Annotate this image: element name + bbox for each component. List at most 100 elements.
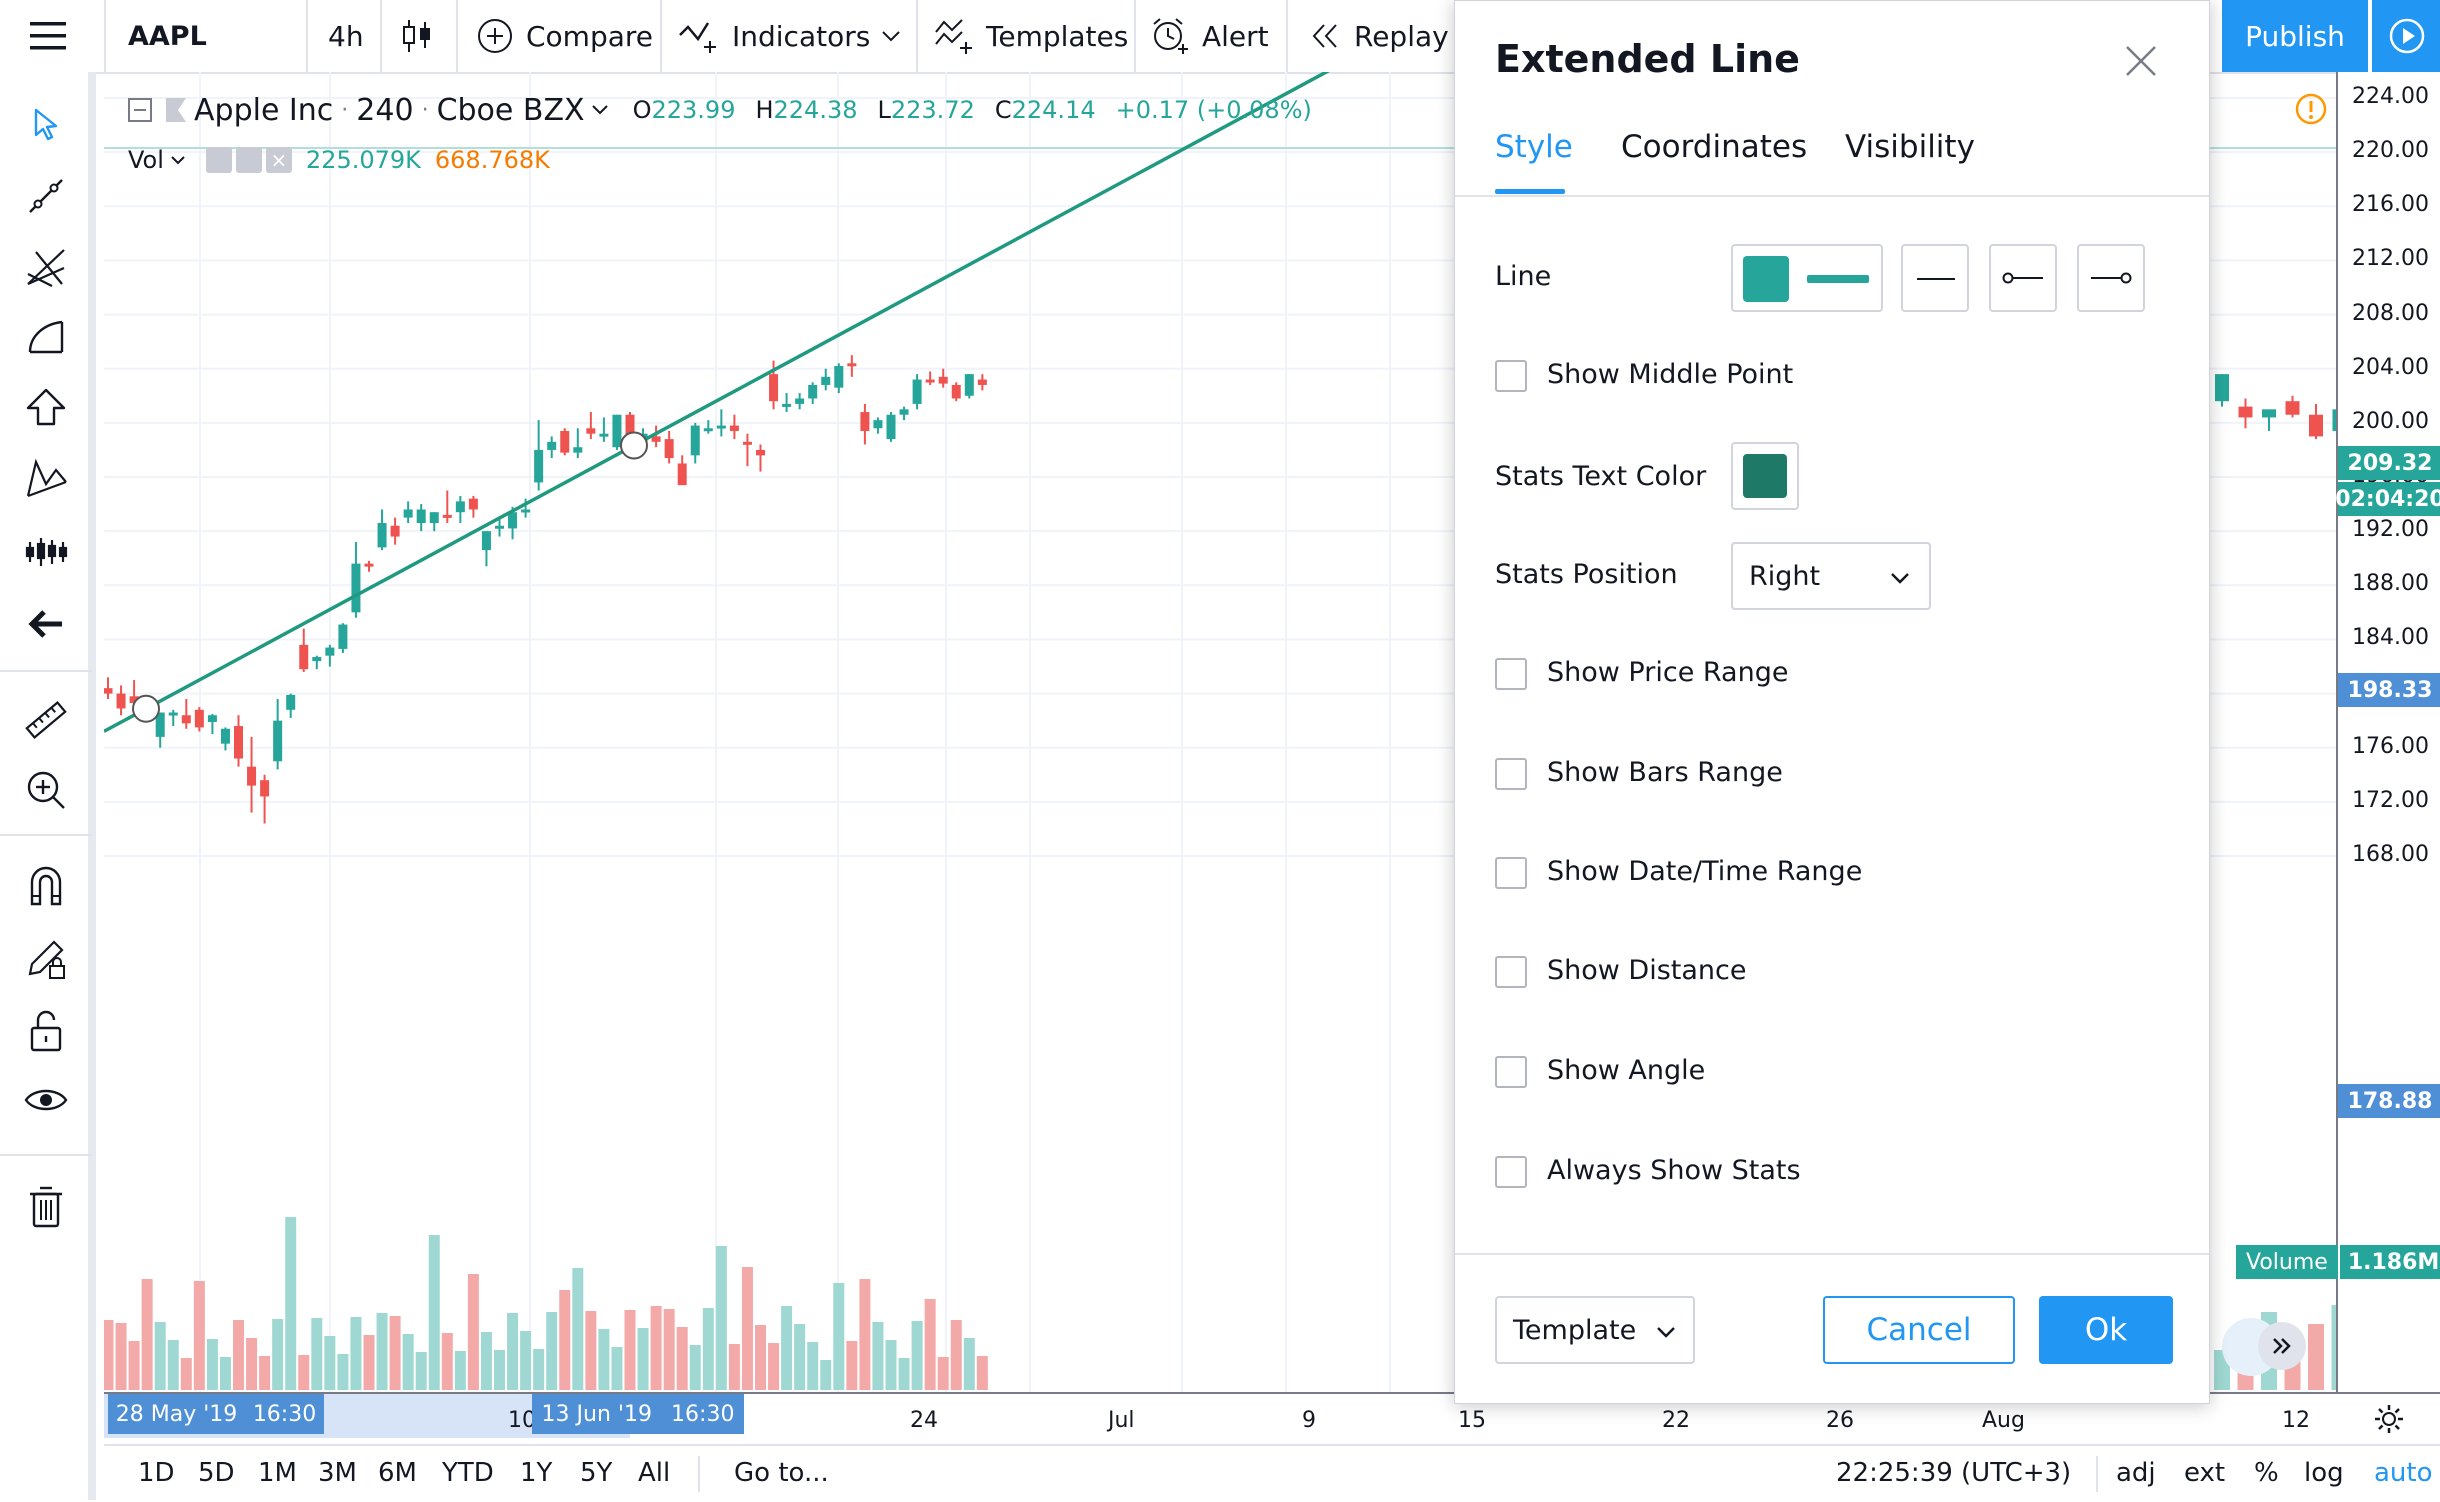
pattern-icon[interactable] xyxy=(22,454,70,502)
zoom-in-icon[interactable] xyxy=(22,766,70,814)
tab-style[interactable]: Style xyxy=(1495,129,1573,165)
range-1d[interactable]: 1D xyxy=(138,1458,175,1488)
legend-high-label: H xyxy=(755,96,774,124)
range-3m[interactable]: 3M xyxy=(318,1458,357,1488)
close-icon[interactable] xyxy=(2123,43,2159,79)
auto-toggle[interactable]: auto xyxy=(2374,1458,2433,1488)
show-distance-label[interactable]: Show Distance xyxy=(1547,955,1747,986)
show-price-range-label[interactable]: Show Price Range xyxy=(1547,657,1789,688)
tab-visibility[interactable]: Visibility xyxy=(1845,129,1975,165)
price-axis[interactable]: 224.00 220.00 216.00 212.00 208.00 204.00 200.… xyxy=(2335,72,2440,1392)
gear-icon[interactable] xyxy=(235,147,262,173)
volume-bar xyxy=(924,1299,936,1390)
gear-icon[interactable] xyxy=(2372,1402,2406,1436)
show-angle-checkbox[interactable] xyxy=(1495,1056,1527,1088)
eye-icon[interactable] xyxy=(22,1076,70,1124)
show-datetime-range-label[interactable]: Show Date/Time Range xyxy=(1547,856,1863,887)
candle-body xyxy=(547,441,557,450)
tag2-time: 16:30 xyxy=(671,1401,735,1427)
candle-body xyxy=(325,647,335,656)
ext-toggle[interactable]: ext xyxy=(2184,1458,2226,1488)
show-middle-point-checkbox[interactable] xyxy=(1495,360,1527,392)
range-1y[interactable]: 1Y xyxy=(520,1458,553,1488)
adj-toggle[interactable]: adj xyxy=(2116,1458,2156,1488)
goto-button[interactable]: Go to... xyxy=(734,1458,829,1488)
cancel-button[interactable]: Cancel xyxy=(1823,1296,2015,1364)
scroll-forward-button[interactable] xyxy=(2258,1322,2306,1370)
log-toggle[interactable]: log xyxy=(2304,1458,2344,1488)
replay-button[interactable]: Replay xyxy=(1308,0,1449,72)
time-axis[interactable]: 10 24 Jul 9 15 22 26 Aug 12 28 May '19 16… xyxy=(104,1392,2440,1446)
templates-icon xyxy=(935,19,972,54)
compare-button[interactable]: Compare xyxy=(476,0,653,72)
show-price-range-checkbox[interactable] xyxy=(1495,658,1527,690)
close-icon[interactable]: × xyxy=(265,147,292,173)
trendline-time-tag-1: 28 May '19 16:30 xyxy=(108,1394,324,1434)
volume-bar xyxy=(311,1318,323,1390)
left-end-button[interactable] xyxy=(1989,244,2057,312)
right-end-button[interactable] xyxy=(2077,244,2145,312)
line-color-style-button[interactable] xyxy=(1731,244,1883,312)
show-datetime-range-checkbox[interactable] xyxy=(1495,857,1527,889)
range-ytd[interactable]: YTD xyxy=(442,1458,494,1488)
indicators-button[interactable]: Indicators xyxy=(678,0,870,72)
unlock-icon[interactable] xyxy=(22,1006,70,1054)
always-show-stats-checkbox[interactable] xyxy=(1495,1156,1527,1188)
magnet-icon[interactable] xyxy=(22,862,70,910)
always-show-stats-label[interactable]: Always Show Stats xyxy=(1547,1155,1801,1186)
gann-fib-icon[interactable] xyxy=(22,244,70,292)
volume-bar xyxy=(259,1356,271,1390)
arrow-up-icon[interactable] xyxy=(22,384,70,432)
ok-button[interactable]: Ok xyxy=(2039,1296,2173,1364)
clock[interactable]: 22:25:39 (UTC+3) xyxy=(1836,1458,2072,1488)
chart-type-button[interactable] xyxy=(400,0,434,72)
brush-icon[interactable] xyxy=(22,314,70,362)
menu-icon[interactable] xyxy=(0,0,96,72)
trendline-time-tag-2: 13 Jun '19 16:30 xyxy=(532,1394,744,1434)
indicators-icon xyxy=(679,22,716,53)
last-price-tag: 209.32 xyxy=(2338,446,2440,480)
publish-label: Publish xyxy=(2245,19,2345,53)
show-angle-label[interactable]: Show Angle xyxy=(1547,1055,1706,1086)
tab-coordinates[interactable]: Coordinates xyxy=(1621,129,1808,165)
legend-low: 223.72 xyxy=(890,96,975,124)
trash-icon[interactable] xyxy=(22,1182,70,1230)
chevron-down-icon[interactable] xyxy=(591,104,609,116)
arrow-left-icon[interactable] xyxy=(22,600,70,648)
lock-drawing-icon[interactable] xyxy=(22,934,70,982)
cursor-icon[interactable] xyxy=(22,100,70,148)
ruler-icon[interactable] xyxy=(22,696,70,744)
show-bars-range-checkbox[interactable] xyxy=(1495,758,1527,790)
line-style-button[interactable] xyxy=(1901,244,1969,312)
show-bars-range-label[interactable]: Show Bars Range xyxy=(1547,757,1783,788)
stream-button[interactable] xyxy=(2370,0,2440,72)
show-middle-point-label[interactable]: Show Middle Point xyxy=(1547,359,1794,390)
range-5y[interactable]: 5Y xyxy=(580,1458,613,1488)
eye-icon[interactable] xyxy=(205,147,232,173)
templates-button[interactable]: Templates xyxy=(934,0,1128,72)
template-dropdown[interactable]: Template xyxy=(1495,1296,1695,1364)
alert-button[interactable]: Alert xyxy=(1150,0,1269,72)
stats-text-color-button[interactable] xyxy=(1731,442,1799,510)
stats-position-select[interactable]: Right xyxy=(1731,542,1931,610)
volume-bar xyxy=(689,1345,701,1390)
range-1m[interactable]: 1M xyxy=(258,1458,297,1488)
legend-symbol-name[interactable]: Apple Inc xyxy=(194,92,334,128)
percent-toggle[interactable]: % xyxy=(2254,1458,2279,1488)
show-distance-checkbox[interactable] xyxy=(1495,956,1527,988)
volume-legend-label[interactable]: Vol xyxy=(128,146,164,174)
interval-button[interactable]: 4h xyxy=(328,0,364,72)
symbol-search[interactable]: AAPL xyxy=(128,0,207,72)
publish-button[interactable]: Publish xyxy=(2222,0,2368,72)
range-6m[interactable]: 6M xyxy=(378,1458,417,1488)
collapse-icon[interactable] xyxy=(128,98,152,122)
range-5d[interactable]: 5D xyxy=(198,1458,235,1488)
time-label: Jul xyxy=(1108,1408,1135,1433)
indicators-dropdown[interactable] xyxy=(880,0,902,72)
warning-icon[interactable] xyxy=(2294,92,2328,126)
trend-line-icon[interactable] xyxy=(22,172,70,220)
chevron-down-icon[interactable] xyxy=(170,155,186,165)
prediction-icon[interactable] xyxy=(22,528,70,576)
time-label: 9 xyxy=(1302,1408,1316,1433)
range-all[interactable]: All xyxy=(638,1458,671,1488)
